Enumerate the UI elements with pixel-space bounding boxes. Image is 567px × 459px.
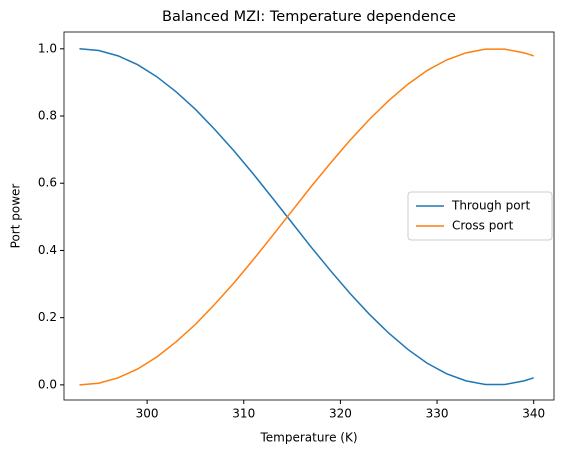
y-tick-label: 0.0 xyxy=(38,377,57,391)
x-tick-label: 300 xyxy=(136,407,159,421)
legend-label: Cross port xyxy=(452,219,514,233)
y-tick-label: 0.4 xyxy=(38,243,57,257)
line-series xyxy=(79,48,534,386)
chart-title: Balanced MZI: Temperature dependence xyxy=(162,9,456,25)
y-tick-label: 0.6 xyxy=(38,176,57,190)
x-tick-label: 330 xyxy=(426,407,449,421)
line-series xyxy=(79,48,534,386)
x-tick-label: 320 xyxy=(329,407,352,421)
y-tick-label: 1.0 xyxy=(38,41,57,55)
legend-box xyxy=(407,191,553,241)
y-axis-label: Port power xyxy=(9,184,23,249)
legend-label: Through port xyxy=(451,199,530,213)
x-tick-label: 340 xyxy=(522,407,545,421)
y-tick-label: 0.2 xyxy=(38,310,57,324)
plot-frame xyxy=(63,31,555,401)
x-tick-label: 310 xyxy=(232,407,255,421)
x-axis-label: Temperature (K) xyxy=(259,431,357,445)
y-tick-label: 0.8 xyxy=(38,109,57,123)
